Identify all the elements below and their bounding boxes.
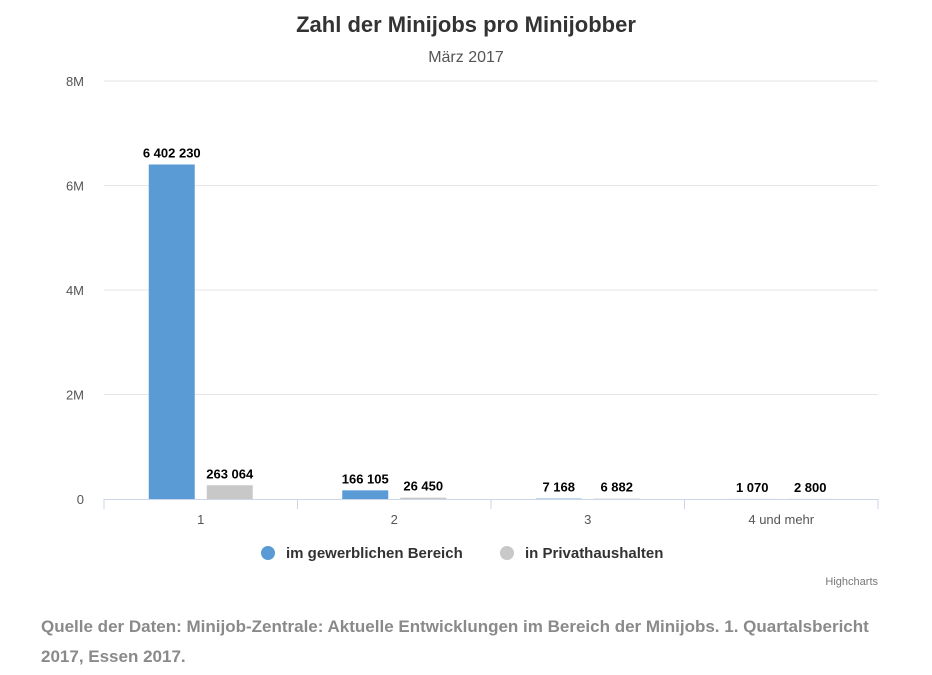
chart-container: Zahl der Minijobs pro Minijobber März 20… [66, 12, 879, 588]
y-tick-label: 4M [66, 283, 84, 298]
chart-subtitle: März 2017 [428, 49, 504, 66]
data-labels: 6 402 230 263 064 166 105 26 450 7 168 6 882 1… [143, 145, 827, 494]
source-caption: Quelle der Daten: Minijob-Zentrale: Aktu… [41, 617, 869, 666]
y-tick-label: 6M [66, 179, 84, 194]
data-label: 26 450 [403, 479, 443, 494]
bar-privathaushalt-1[interactable] [206, 485, 253, 499]
data-label: 1 070 [736, 480, 769, 495]
y-axis-ticks: 0 2M 4M 6M 8M [66, 74, 84, 507]
data-label: 166 105 [342, 471, 389, 486]
x-tick-label: 1 [197, 512, 204, 527]
y-tick-label: 2M [66, 388, 84, 403]
legend-item-privathaushalt[interactable]: in Privathaushalten [500, 545, 663, 562]
legend-label: im gewerblichen Bereich [286, 545, 463, 562]
bar-privathaushalt-2[interactable] [400, 497, 447, 499]
bar-gewerblich-1[interactable] [148, 164, 195, 499]
legend-symbol [500, 546, 514, 560]
data-label: 7 168 [542, 480, 575, 495]
grid-lines [104, 80, 878, 395]
x-tick-label: 3 [584, 512, 591, 527]
data-label: 6 882 [600, 480, 633, 495]
legend[interactable]: im gewerblichen Bereich in Privathaushalt… [261, 545, 663, 562]
data-label: 6 402 230 [143, 145, 201, 160]
x-tick-label: 4 und mehr [748, 512, 814, 527]
y-tick-label: 0 [77, 492, 84, 507]
legend-label: in Privathaushalten [525, 545, 663, 562]
bars [148, 164, 834, 499]
x-tick-label: 2 [391, 512, 398, 527]
bar-chart: Zahl der Minijobs pro Minijobber März 20… [66, 12, 879, 588]
credits-link[interactable]: Highcharts [825, 576, 878, 588]
chart-title: Zahl der Minijobs pro Minijobber [296, 12, 636, 37]
legend-item-gewerblich[interactable]: im gewerblichen Bereich [261, 545, 463, 562]
x-axis: 1 2 3 4 und mehr [103, 499, 879, 527]
y-tick-label: 8M [66, 74, 84, 89]
legend-symbol [261, 546, 275, 560]
data-label: 263 064 [206, 466, 254, 481]
bar-gewerblich-2[interactable] [342, 490, 389, 499]
data-label: 2 800 [794, 480, 827, 495]
